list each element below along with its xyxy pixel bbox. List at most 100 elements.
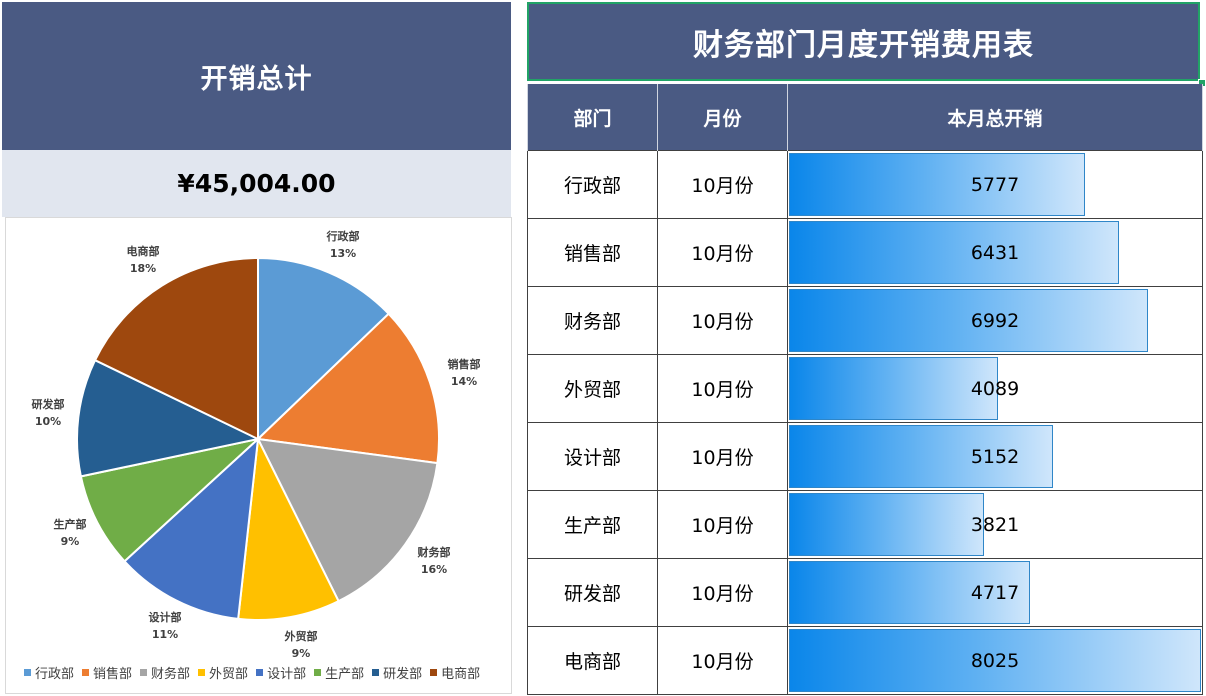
legend-swatch-icon bbox=[314, 668, 322, 676]
data-bar bbox=[789, 289, 1148, 352]
pie-slice[interactable] bbox=[79, 437, 262, 563]
table-row: 行政部 10月份 5777 bbox=[527, 150, 1203, 219]
pie-label-percent: 11% bbox=[152, 628, 178, 641]
cell-month[interactable]: 10月份 bbox=[657, 558, 788, 627]
data-bar bbox=[789, 629, 1201, 692]
cell-value: 5152 bbox=[970, 445, 1020, 468]
cell-department[interactable]: 行政部 bbox=[527, 150, 658, 219]
pie-slice[interactable] bbox=[255, 312, 440, 465]
legend-item[interactable]: 财务部 bbox=[140, 663, 190, 682]
cell-monthly-total[interactable]: 4089 bbox=[787, 354, 1203, 423]
pie-label-name: 生产部 bbox=[54, 517, 87, 531]
cell-department[interactable]: 电商部 bbox=[527, 626, 658, 695]
cell-month[interactable]: 10月份 bbox=[657, 218, 788, 287]
data-bar bbox=[789, 561, 1031, 624]
legend-swatch-icon bbox=[140, 668, 148, 676]
cell-value: 4717 bbox=[970, 581, 1020, 604]
legend-label: 研发部 bbox=[383, 666, 423, 682]
cell-department[interactable]: 外贸部 bbox=[527, 354, 658, 423]
cell-department[interactable]: 研发部 bbox=[527, 558, 658, 627]
expense-table: 部门 月份 本月总开销 行政部 10月份 5777 销售部 10月份 6431 财务部 10月… bbox=[527, 84, 1203, 695]
legend-item[interactable]: 生产部 bbox=[314, 663, 364, 682]
legend-swatch-icon bbox=[82, 668, 90, 676]
pie-label-percent: 14% bbox=[451, 375, 477, 388]
cell-monthly-total[interactable]: 6992 bbox=[787, 286, 1203, 355]
cell-department[interactable]: 生产部 bbox=[527, 490, 658, 559]
summary-title: 开销总计 bbox=[2, 2, 511, 150]
cell-monthly-total[interactable]: 3821 bbox=[787, 490, 1203, 559]
pie-chart[interactable]: 行政部 13% 销售部 14% 财务部 16% 外贸部 9% 设计部 11% 生产部 9% 研发部 10%… bbox=[5, 217, 512, 694]
legend-label: 行政部 bbox=[35, 666, 75, 682]
pie-slice[interactable] bbox=[93, 256, 259, 441]
data-bar bbox=[789, 493, 985, 556]
cell-monthly-total[interactable]: 4717 bbox=[787, 558, 1203, 627]
data-bar bbox=[789, 425, 1053, 488]
cell-value: 6431 bbox=[970, 241, 1020, 264]
pie-label-percent: 18% bbox=[130, 262, 156, 275]
table-row: 财务部 10月份 6992 bbox=[527, 286, 1203, 355]
header-month[interactable]: 月份 bbox=[657, 84, 788, 151]
legend-label: 外贸部 bbox=[209, 666, 249, 682]
pie-label-name: 销售部 bbox=[448, 357, 481, 371]
data-bar bbox=[789, 153, 1086, 216]
table-title[interactable]: 财务部门月度开销费用表 bbox=[527, 2, 1200, 81]
cell-month[interactable]: 10月份 bbox=[657, 490, 788, 559]
cell-monthly-total[interactable]: 8025 bbox=[787, 626, 1203, 695]
pie-slice[interactable] bbox=[237, 435, 340, 621]
summary-total-value: ¥45,004.00 bbox=[2, 150, 511, 217]
pie-label-name: 设计部 bbox=[149, 610, 182, 624]
legend-swatch-icon bbox=[198, 668, 206, 676]
header-department[interactable]: 部门 bbox=[527, 84, 658, 151]
data-bar bbox=[789, 357, 998, 420]
legend-item[interactable]: 外贸部 bbox=[198, 663, 248, 682]
cell-monthly-total[interactable]: 6431 bbox=[787, 218, 1203, 287]
cell-monthly-total[interactable]: 5152 bbox=[787, 422, 1203, 491]
legend-label: 设计部 bbox=[267, 666, 307, 682]
table-row: 研发部 10月份 4717 bbox=[527, 558, 1203, 627]
data-bar bbox=[789, 221, 1119, 284]
cell-value: 8025 bbox=[970, 649, 1020, 672]
cell-month[interactable]: 10月份 bbox=[657, 626, 788, 695]
legend-item[interactable]: 电商部 bbox=[430, 663, 480, 682]
header-monthly-total[interactable]: 本月总开销 bbox=[787, 84, 1203, 151]
pie-chart-canvas: 行政部 13% 销售部 14% 财务部 16% 外贸部 9% 设计部 11% 生产部 9% 研发部 10%… bbox=[32, 229, 481, 660]
table-row: 设计部 10月份 5152 bbox=[527, 422, 1203, 491]
pie-slice[interactable] bbox=[256, 437, 439, 603]
pie-slice[interactable] bbox=[257, 256, 391, 442]
legend-label: 财务部 bbox=[151, 666, 191, 682]
pie-label-percent: 10% bbox=[35, 415, 61, 428]
cell-month[interactable]: 10月份 bbox=[657, 422, 788, 491]
cell-value: 6992 bbox=[970, 309, 1020, 332]
legend-label: 销售部 bbox=[93, 666, 133, 682]
legend-item[interactable]: 行政部 bbox=[24, 663, 74, 682]
cell-month[interactable]: 10月份 bbox=[657, 286, 788, 355]
cell-value: 5777 bbox=[970, 173, 1020, 196]
cell-department[interactable]: 财务部 bbox=[527, 286, 658, 355]
legend-swatch-icon bbox=[256, 668, 264, 676]
pie-slice[interactable] bbox=[123, 436, 260, 621]
cell-month[interactable]: 10月份 bbox=[657, 150, 788, 219]
legend-item[interactable]: 研发部 bbox=[372, 663, 422, 682]
pie-slice[interactable] bbox=[76, 358, 262, 478]
pie-label-percent: 9% bbox=[292, 647, 311, 660]
cell-month[interactable]: 10月份 bbox=[657, 354, 788, 423]
cell-monthly-total[interactable]: 5777 bbox=[787, 150, 1203, 219]
cell-value: 4089 bbox=[970, 377, 1020, 400]
cell-value: 3821 bbox=[970, 513, 1020, 536]
table-row: 电商部 10月份 8025 bbox=[527, 626, 1203, 695]
cell-department[interactable]: 销售部 bbox=[527, 218, 658, 287]
pie-label-name: 财务部 bbox=[417, 545, 451, 559]
cell-department[interactable]: 设计部 bbox=[527, 422, 658, 491]
table-row: 外贸部 10月份 4089 bbox=[527, 354, 1203, 423]
legend-item[interactable]: 销售部 bbox=[82, 663, 132, 682]
chart-legend: 行政部 销售部 财务部 外贸部 设计部 生产部 研发部 电商部 bbox=[24, 662, 480, 682]
pie-label-name: 电商部 bbox=[127, 244, 160, 258]
pie-label-percent: 9% bbox=[61, 535, 80, 548]
legend-swatch-icon bbox=[24, 668, 31, 676]
table-row: 生产部 10月份 3821 bbox=[527, 490, 1203, 559]
pie-label-percent: 16% bbox=[421, 563, 447, 576]
table-row: 销售部 10月份 6431 bbox=[527, 218, 1203, 287]
pie-label-percent: 13% bbox=[330, 247, 356, 260]
legend-item[interactable]: 设计部 bbox=[256, 663, 306, 682]
pie-label-name: 研发部 bbox=[32, 397, 65, 411]
